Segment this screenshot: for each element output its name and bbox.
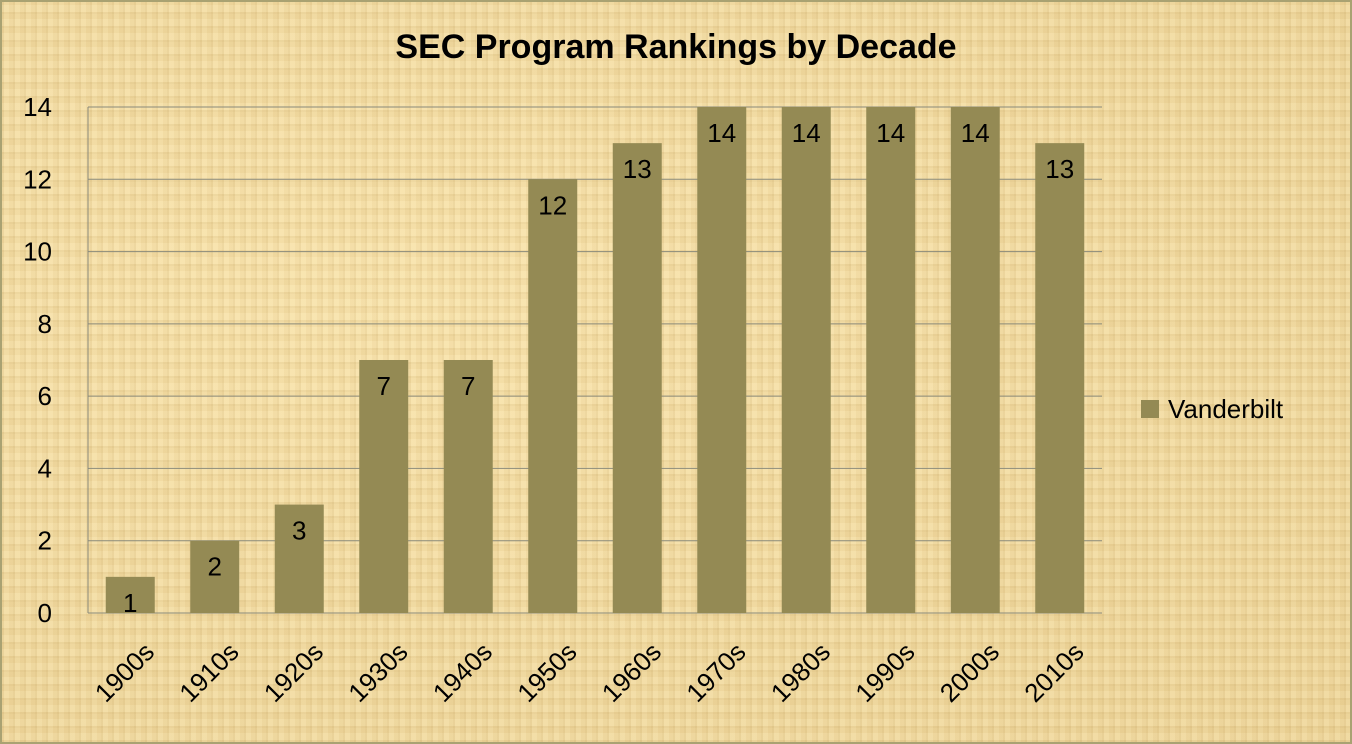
y-tick-label: 6 [38, 381, 52, 411]
data-label: 2 [208, 552, 222, 582]
legend: Vanderbilt [1141, 394, 1284, 424]
data-label: 1 [123, 588, 137, 618]
legend-label: Vanderbilt [1168, 394, 1284, 424]
data-label: 14 [876, 118, 905, 148]
y-tick-label: 10 [23, 237, 52, 267]
x-axis: 1900s 1910s 1920s 1930s 1940s 1950s 1960s 1970s… [89, 637, 1090, 708]
y-tick-label: 2 [38, 526, 52, 556]
chart-title: SEC Program Rankings by Decade [395, 28, 956, 66]
data-label: 3 [292, 516, 306, 546]
y-tick-label: 4 [38, 453, 52, 483]
x-tick-label: 1910s [173, 637, 244, 708]
x-tick-label: 1950s [511, 637, 582, 708]
bar [1035, 143, 1085, 613]
bar [190, 540, 240, 613]
bar [274, 504, 324, 613]
x-tick-label: 1930s [342, 637, 413, 708]
x-tick-label: 2000s [934, 637, 1005, 708]
bar [781, 107, 831, 613]
bar [950, 107, 1000, 613]
bar [866, 107, 916, 613]
x-tick-label: 1990s [849, 637, 920, 708]
bar [443, 360, 493, 613]
y-tick-label: 0 [38, 598, 52, 628]
y-tick-label: 12 [23, 164, 52, 194]
x-tick-label: 2010s [1018, 637, 1089, 708]
data-label: 7 [461, 371, 475, 401]
x-tick-label: 1970s [680, 637, 751, 708]
data-label: 14 [792, 118, 821, 148]
y-tick-label: 14 [23, 92, 52, 122]
x-tick-label: 1940s [427, 637, 498, 708]
data-label: 7 [377, 371, 391, 401]
x-tick-label: 1900s [89, 637, 160, 708]
bar [528, 179, 578, 614]
data-label: 13 [623, 154, 652, 184]
y-tick-label: 8 [38, 309, 52, 339]
bar [697, 107, 747, 613]
bar [612, 143, 662, 613]
x-tick-label: 1920s [258, 637, 329, 708]
bars [105, 107, 1085, 614]
y-axis: 0 2 4 6 8 10 12 14 [23, 92, 52, 628]
bar [105, 576, 155, 613]
gridlines [87, 106, 1102, 614]
bar [359, 360, 409, 613]
x-tick-label: 1980s [765, 637, 836, 708]
data-label: 13 [1045, 154, 1074, 184]
data-label: 14 [961, 118, 990, 148]
x-tick-label: 1960s [596, 637, 667, 708]
data-label: 12 [538, 190, 567, 220]
legend-swatch [1141, 400, 1159, 418]
data-label: 14 [707, 118, 736, 148]
